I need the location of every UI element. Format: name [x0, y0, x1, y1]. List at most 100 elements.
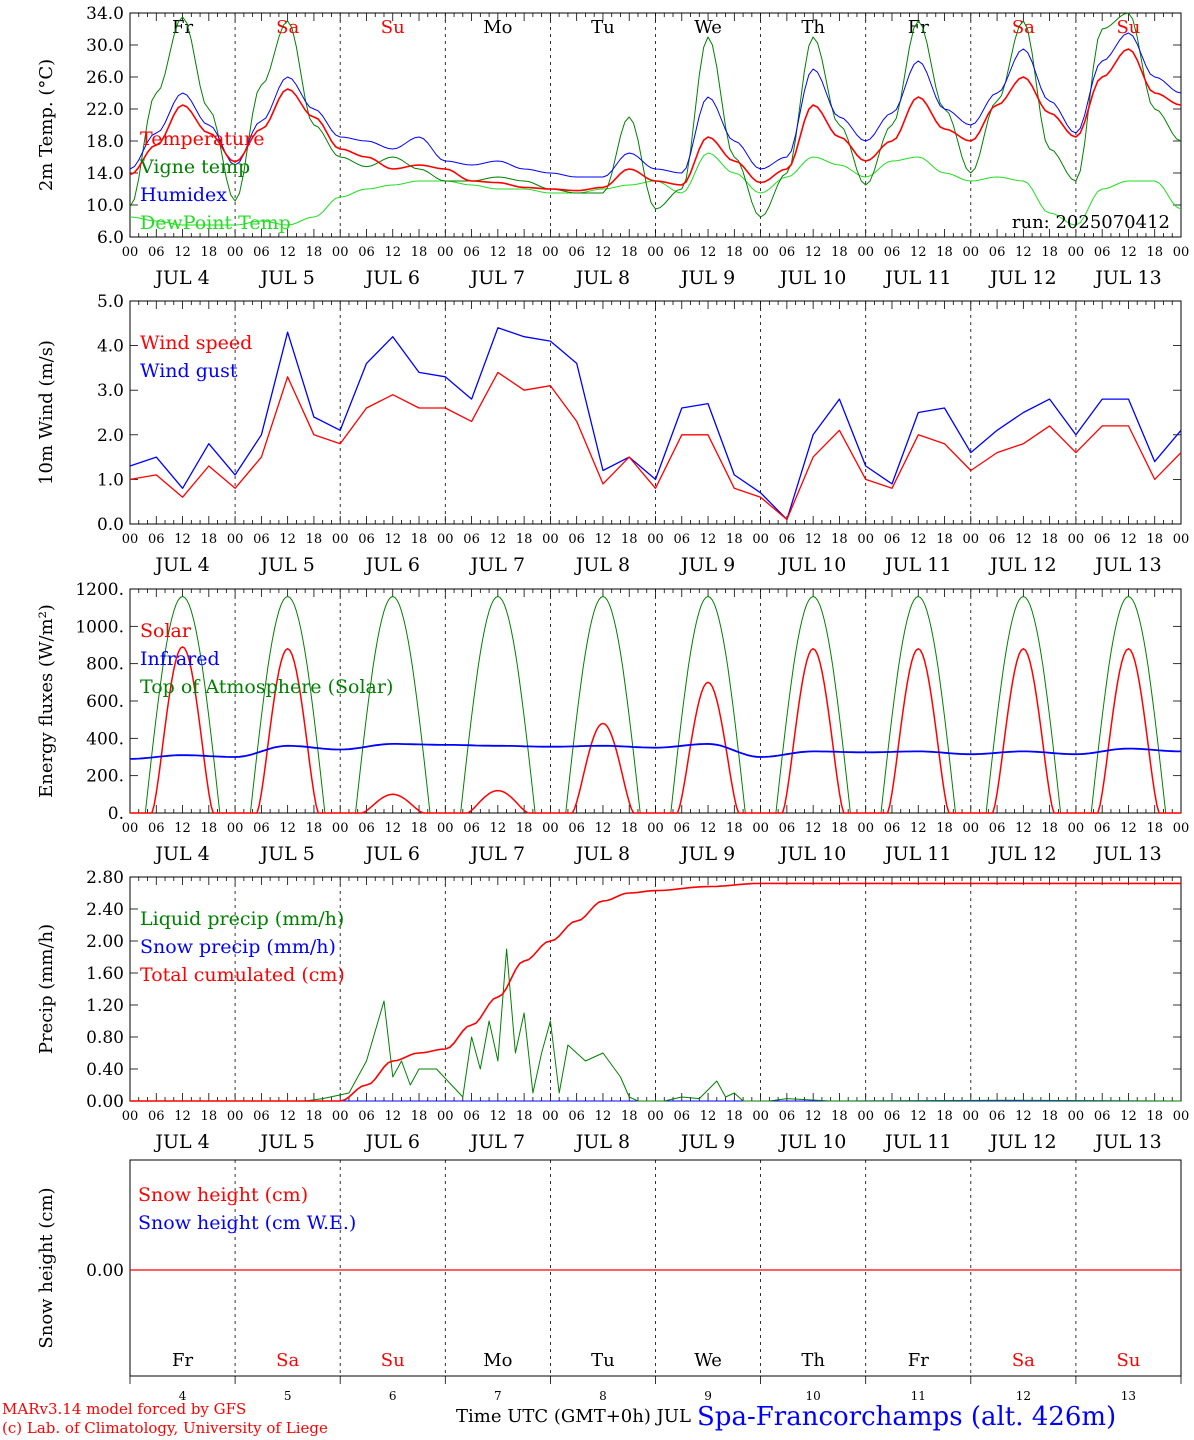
y-tick-label: 400.	[86, 729, 124, 749]
date-label: JUL 5	[258, 1131, 314, 1153]
hour-tick-label: 12	[1120, 821, 1137, 836]
hour-tick-label: 12	[384, 245, 401, 260]
hour-tick-label: 06	[1094, 821, 1111, 836]
credit-model: MARv3.14 model forced by GFS	[2, 1400, 247, 1418]
y-tick-label: 2.00	[86, 932, 124, 952]
hour-tick-label: 06	[148, 245, 165, 260]
hour-tick-label: 00	[1173, 245, 1190, 260]
hour-tick-label: 00	[122, 821, 139, 836]
day-number-label: 10	[806, 1389, 821, 1403]
hour-tick-label: 00	[437, 245, 454, 260]
hour-tick-label: 18	[201, 1109, 218, 1124]
hour-tick-label: 18	[1041, 821, 1058, 836]
hour-tick-label: 12	[1015, 245, 1032, 260]
hour-tick-label: 00	[542, 821, 559, 836]
date-label: JUL 13	[1093, 267, 1161, 289]
date-label: JUL 7	[469, 267, 525, 289]
hour-tick-label: 06	[253, 1109, 270, 1124]
hour-tick-label: 06	[674, 532, 691, 547]
hour-tick-label: 18	[936, 532, 953, 547]
series-wind-gust	[129, 327, 1182, 521]
y-axis-label: Energy fluxes (W/m²)	[36, 604, 57, 798]
y-tick-label: 34.0	[86, 4, 124, 24]
hour-tick-label: 12	[700, 821, 717, 836]
hour-tick-label: 00	[1068, 532, 1085, 547]
hour-tick-label: 00	[1068, 1109, 1085, 1124]
date-label: JUL 5	[258, 267, 314, 289]
weekday-label: Su	[1116, 1350, 1140, 1371]
hour-tick-label: 18	[621, 1109, 638, 1124]
hour-tick-label: 00	[647, 245, 664, 260]
hour-tick-label: 18	[306, 1109, 323, 1124]
hour-tick-label: 18	[306, 245, 323, 260]
hour-tick-label: 12	[910, 821, 927, 836]
date-label: JUL 6	[364, 1131, 420, 1153]
date-label: JUL 5	[258, 554, 314, 576]
hour-tick-label: 06	[674, 245, 691, 260]
hour-tick-label: 00	[542, 1109, 559, 1124]
hour-tick-label: 18	[621, 821, 638, 836]
hour-tick-label: 06	[884, 532, 901, 547]
date-label: JUL 11	[883, 1131, 951, 1153]
hour-tick-label: 00	[857, 245, 874, 260]
hour-tick-label: 18	[411, 532, 428, 547]
hour-tick-label: 00	[437, 532, 454, 547]
hour-tick-label: 06	[989, 1109, 1006, 1124]
hour-tick-label: 00	[437, 821, 454, 836]
credit-lab: (c) Lab. of Climatology, University of L…	[2, 1419, 328, 1437]
date-label: JUL 7	[469, 554, 525, 576]
hour-tick-label: 18	[201, 821, 218, 836]
y-tick-label: 0.0	[97, 515, 124, 535]
hour-tick-label: 00	[857, 532, 874, 547]
hour-tick-label: 18	[516, 245, 533, 260]
hour-tick-label: 12	[1015, 821, 1032, 836]
hour-tick-label: 00	[1173, 1109, 1190, 1124]
hour-tick-label: 06	[358, 1109, 375, 1124]
date-label: JUL 9	[679, 267, 735, 289]
hour-tick-label: 06	[148, 532, 165, 547]
hour-tick-label: 12	[805, 1109, 822, 1124]
hour-tick-label: 00	[1173, 821, 1190, 836]
hour-tick-label: 00	[122, 1109, 139, 1124]
hour-tick-label: 18	[201, 532, 218, 547]
y-tick-label: 22.0	[86, 100, 124, 120]
hour-tick-label: 00	[122, 532, 139, 547]
legend-entry: Temperature	[140, 128, 264, 150]
hour-tick-label: 12	[595, 1109, 612, 1124]
hour-tick-label: 12	[910, 532, 927, 547]
legend-entry: Wind gust	[140, 360, 238, 382]
y-tick-label: 1.0	[97, 470, 124, 490]
hour-tick-label: 12	[490, 245, 507, 260]
date-label: JUL 6	[364, 267, 420, 289]
date-label: JUL 9	[679, 554, 735, 576]
hour-tick-label: 12	[1120, 245, 1137, 260]
hour-tick-label: 12	[490, 532, 507, 547]
hour-tick-label: 00	[332, 245, 349, 260]
series-total-cumulated	[130, 882, 1181, 1102]
day-number-label: 12	[1016, 1389, 1031, 1403]
hour-tick-label: 18	[726, 821, 743, 836]
date-label: JUL 13	[1093, 843, 1161, 865]
day-number-label: 6	[389, 1389, 397, 1403]
y-tick-label: 0.00	[86, 1092, 124, 1112]
hour-tick-label: 12	[279, 1109, 296, 1124]
hour-tick-label: 06	[1094, 1109, 1111, 1124]
series-temperature	[129, 48, 1182, 192]
hour-tick-label: 18	[1041, 1109, 1058, 1124]
y-tick-label: 18.0	[86, 132, 124, 152]
weekday-label: Sa	[276, 17, 299, 38]
legend-entry: Snow height (cm)	[138, 1184, 308, 1206]
hour-tick-label: 00	[647, 532, 664, 547]
hour-tick-label: 00	[752, 245, 769, 260]
date-label: JUL 8	[574, 843, 630, 865]
hour-tick-label: 12	[174, 532, 191, 547]
legend-entry: Solar	[140, 620, 192, 642]
date-label: JUL 13	[1093, 1131, 1161, 1153]
legend-entry: Snow height (cm W.E.)	[138, 1212, 356, 1234]
hour-tick-label: 12	[1120, 1109, 1137, 1124]
date-label: JUL 6	[364, 843, 420, 865]
hour-tick-label: 06	[568, 1109, 585, 1124]
legend-entry: Infrared	[140, 648, 220, 670]
legend-entry: DewPoint Temp	[140, 212, 291, 234]
weekday-label: Mo	[483, 17, 512, 38]
